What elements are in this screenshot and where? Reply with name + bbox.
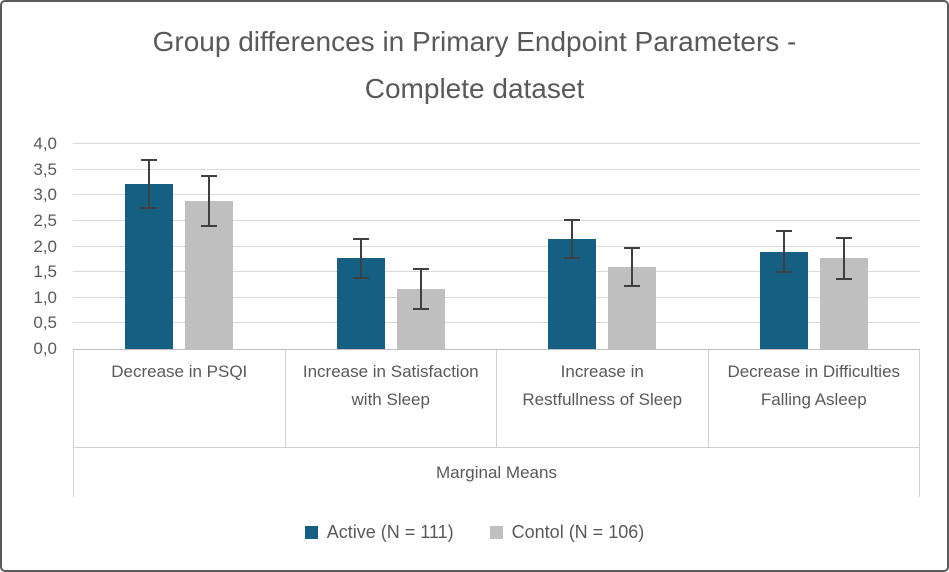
error-bar-s0-c1 <box>359 238 362 278</box>
gridline-2,0 <box>73 245 920 247</box>
error-bar-s0-c3 <box>783 231 786 273</box>
legend: Active (N = 111) Contol (N = 106) <box>2 517 947 547</box>
y-tick-label-4,0: 4,0 <box>33 134 57 153</box>
error-bar-s1-c1 <box>419 269 422 310</box>
error-bar-s0-c2 <box>571 220 574 259</box>
error-bar-s0-c0 <box>147 159 150 209</box>
y-tick-label-3,5: 3,5 <box>33 159 57 179</box>
y-tick-label-1,5: 1,5 <box>33 262 57 282</box>
error-cap-bottom-s1-c0 <box>200 225 217 227</box>
error-cap-top-s0-c2 <box>564 219 581 222</box>
gridline-3,0 <box>73 194 920 196</box>
error-cap-top-s1-c0 <box>200 174 217 177</box>
y-tick-label-3,0: 3,0 <box>33 185 57 205</box>
error-cap-bottom-s1-c3 <box>836 277 853 280</box>
category-cell-satisfaction: Increase in Satisfaction with Sleep <box>286 349 497 447</box>
error-cap-bottom-s0-c3 <box>776 271 793 274</box>
bar-s0-c0 <box>124 183 173 349</box>
legend-label-active: Active (N = 111) <box>326 521 454 542</box>
error-cap-bottom-s1-c1 <box>412 308 429 311</box>
legend-label-control: Contol (N = 106) <box>511 521 645 542</box>
category-label-difficulties: Decrease in Difficulties Falling Asleep <box>727 362 901 409</box>
error-cap-top-s0-c1 <box>352 237 369 240</box>
gridline-0,5 <box>73 322 920 324</box>
legend-swatch-control-icon <box>489 525 503 539</box>
gridline-3,5 <box>73 168 920 170</box>
gridline-4,0 <box>73 143 920 144</box>
error-cap-bottom-s1-c2 <box>624 285 641 288</box>
error-bar-s1-c0 <box>207 175 210 226</box>
legend-swatch-active-icon <box>304 525 318 539</box>
error-cap-bottom-s0-c2 <box>564 257 581 260</box>
gridline-1,0 <box>73 296 920 298</box>
x-axis-title-box: Marginal Means <box>73 448 920 497</box>
category-label-restfullness: Increase in Restfullness of Sleep <box>522 362 683 409</box>
category-cell-psqi: Decrease in PSQI <box>74 349 286 447</box>
y-tick-label-0,0: 0,0 <box>33 339 57 358</box>
category-label-satisfaction: Increase in Satisfaction with Sleep <box>302 362 479 409</box>
error-bar-s1-c2 <box>631 247 634 287</box>
error-cap-top-s1-c3 <box>836 236 853 239</box>
error-bar-s1-c3 <box>843 237 846 279</box>
error-cap-bottom-s0-c0 <box>140 207 157 210</box>
legend-item-control: Contol (N = 106) <box>489 521 645 543</box>
error-cap-top-s0-c3 <box>776 230 793 233</box>
category-axis: Decrease in PSQI Increase in Satisfactio… <box>73 349 920 448</box>
gridline-2,5 <box>73 219 920 221</box>
y-tick-label-2,5: 2,5 <box>33 210 57 230</box>
error-cap-top-s0-c0 <box>140 158 157 161</box>
legend-item-active: Active (N = 111) <box>304 521 454 543</box>
error-cap-bottom-s0-c1 <box>352 276 369 279</box>
y-tick-label-1,0: 1,0 <box>33 287 57 307</box>
category-cell-difficulties: Decrease in Difficulties Falling Asleep <box>709 349 920 447</box>
error-cap-top-s1-c2 <box>624 246 641 249</box>
y-tick-label-2,0: 2,0 <box>33 236 57 256</box>
x-axis-title: Marginal Means <box>436 462 557 482</box>
gridline-1,5 <box>73 271 920 273</box>
error-cap-top-s1-c1 <box>412 268 429 271</box>
y-tick-label-0,5: 0,5 <box>33 313 57 333</box>
chart-title: Group differences in Primary Endpoint Pa… <box>152 26 797 104</box>
plot-area: 0,0 0,5 1,0 1,5 2,0 2,5 3,0 3,5 4,0 <box>33 134 920 358</box>
category-cell-restfullness: Increase in Restfullness of Sleep <box>497 349 709 447</box>
category-label-psqi: Decrease in PSQI <box>111 362 248 381</box>
